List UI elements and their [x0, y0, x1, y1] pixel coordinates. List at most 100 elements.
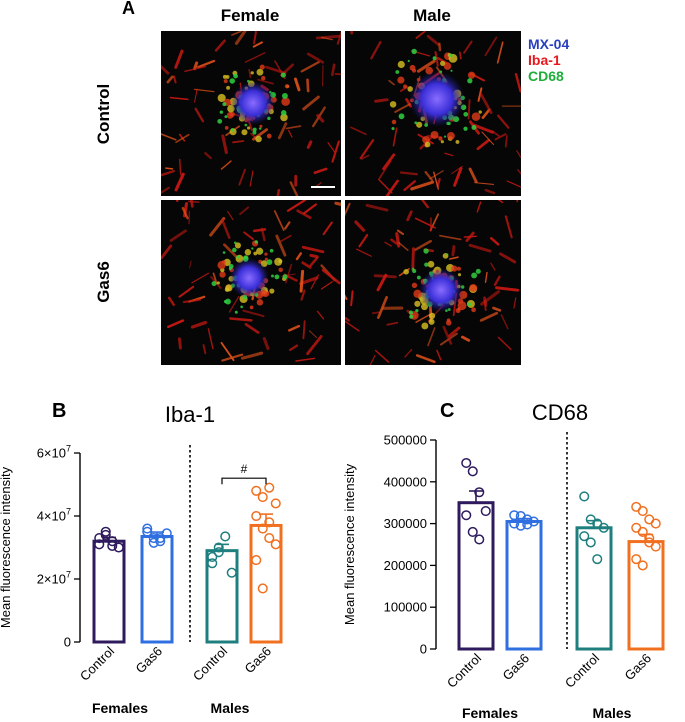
iba1-process — [320, 281, 333, 290]
iba1-process — [390, 238, 399, 246]
data-point — [207, 558, 218, 569]
iba1-process — [500, 314, 509, 330]
cd68-punctum — [251, 247, 254, 250]
microglia-cell — [225, 75, 230, 79]
microglia-cell — [223, 79, 228, 84]
iba1-process — [444, 152, 454, 157]
micrograph-image — [345, 200, 521, 365]
cd68-punctum — [471, 125, 477, 130]
iba1-process — [262, 337, 270, 350]
cd68-punctum — [475, 268, 481, 274]
iba1-process — [376, 296, 388, 319]
iba1-process — [385, 179, 399, 196]
cd68-punctum — [408, 310, 413, 315]
cd68-punctum — [236, 255, 240, 259]
cd68-punctum — [432, 56, 437, 61]
iba1-process — [386, 321, 399, 326]
iba1-process — [506, 180, 521, 188]
iba1-process — [384, 241, 392, 247]
iba1-process — [468, 243, 492, 253]
iba1-process — [437, 57, 448, 65]
legend-iba1: Iba-1 — [528, 52, 561, 68]
microglia-cell — [280, 113, 288, 122]
data-point — [100, 529, 111, 540]
iba1-process — [242, 309, 265, 318]
iba1-process — [438, 42, 442, 52]
iba1-process — [161, 133, 177, 141]
microglia-cell — [266, 133, 272, 139]
iba1-process — [395, 232, 401, 248]
chart-title-cd68: CD68 — [531, 400, 589, 425]
iba1-process — [306, 335, 323, 356]
iba1-process — [414, 239, 432, 252]
y-tick-label: 200000 — [384, 558, 427, 573]
microglia-cell — [224, 287, 230, 292]
bar — [627, 540, 665, 651]
data-point — [637, 526, 648, 538]
iba1-process — [463, 235, 477, 238]
iba1-process — [360, 154, 370, 160]
y-tick-label: 4×107 — [37, 507, 71, 524]
channel-legend: MX-04 Iba-1 CD68 — [528, 36, 569, 84]
microglia-cell — [264, 252, 268, 256]
cd68-punctum — [244, 123, 248, 127]
iba1-process — [356, 248, 372, 257]
cd68-punctum — [271, 274, 274, 278]
cd68-punctum — [280, 72, 286, 78]
microglia-cell — [440, 60, 446, 66]
iba1-process — [300, 61, 320, 73]
iba1-process — [194, 107, 205, 123]
iba1-process — [191, 272, 210, 284]
iba1-process — [178, 158, 182, 176]
iba1-process — [248, 68, 252, 79]
microglia-cell — [281, 97, 290, 106]
microglia-cell — [249, 305, 254, 310]
data-point — [264, 517, 275, 528]
iba1-process — [288, 129, 293, 138]
x-tick-label: Control — [77, 643, 117, 683]
iba1-process — [275, 234, 287, 257]
iba1-process — [399, 171, 418, 176]
microglia-cell — [447, 132, 455, 140]
iba1-process — [187, 200, 200, 203]
microglia-cell — [455, 140, 460, 144]
cd68-punctum — [224, 115, 228, 119]
iba1-process — [303, 203, 317, 215]
x-tick-label: Gas6 — [622, 651, 655, 684]
data-point — [270, 539, 281, 550]
bar — [505, 520, 543, 651]
significance-marker: # — [241, 462, 248, 476]
cd68-punctum — [225, 298, 231, 305]
iba1-process — [481, 108, 491, 119]
microglia-cell — [219, 271, 226, 278]
iba1-process — [316, 113, 325, 123]
microglia-cell — [253, 251, 258, 256]
iba1-process — [370, 40, 382, 60]
cd68-bar-chart: Mean fluorescence intensity 0 100000 200000… — [342, 432, 665, 721]
iba1-process — [308, 330, 318, 339]
microglia-cell — [250, 71, 254, 75]
cd68-punctum — [407, 59, 410, 63]
iba1-process — [285, 125, 302, 130]
group-label: Females — [462, 705, 518, 721]
iba1-process — [476, 138, 490, 151]
iba1-process — [321, 36, 333, 41]
iba1-process — [315, 34, 341, 40]
microglia-cell — [467, 71, 476, 79]
microglia-cell — [234, 242, 242, 249]
data-point — [592, 554, 603, 565]
iba1-process — [172, 75, 177, 84]
iba1-process — [484, 271, 488, 283]
mx04-plaque — [409, 71, 465, 127]
iba1-process — [504, 135, 508, 148]
iba1-process — [169, 96, 189, 101]
data-point — [522, 514, 533, 525]
iba1-process — [415, 31, 426, 39]
data-point — [461, 457, 472, 469]
iba1-process — [404, 348, 413, 358]
iba1-process — [496, 41, 504, 64]
cd68-punctum — [233, 241, 237, 245]
cd68-punctum — [229, 78, 235, 84]
legend-mx04: MX-04 — [528, 36, 570, 52]
legend-cd68: CD68 — [528, 68, 564, 84]
